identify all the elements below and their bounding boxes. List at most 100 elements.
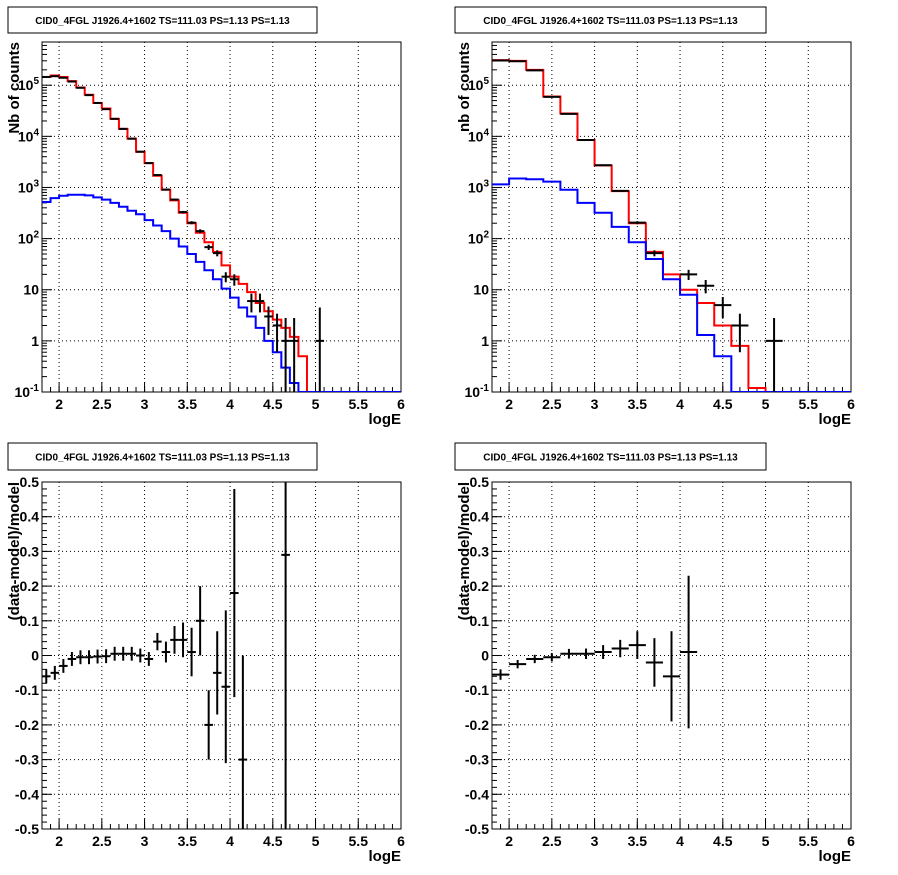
data-point — [264, 306, 273, 336]
data-point — [178, 622, 188, 658]
y-tick-label: 0.3 — [20, 543, 40, 559]
data-point — [144, 652, 154, 666]
panel-counts-all: CID0_4FGL J1926.4+1602 TS=111.03 PS=1.13… — [6, 6, 405, 428]
plot-area — [42, 74, 401, 392]
y-axis-title: (data-model)/model — [6, 482, 23, 620]
data-point — [101, 649, 111, 664]
data-point — [204, 244, 213, 250]
y-axis-title: (data-model)/model — [456, 482, 473, 620]
data-point — [110, 646, 119, 661]
data-point — [247, 293, 256, 313]
x-tick-label: 6 — [847, 396, 855, 412]
x-tick-label: 4 — [676, 833, 684, 849]
x-tick-label: 6 — [847, 833, 855, 849]
data-point — [560, 648, 578, 659]
data-point — [594, 164, 612, 167]
data-point — [187, 627, 196, 677]
y-axis-title: nb of counts — [456, 42, 473, 132]
y-tick-label: 0.5 — [20, 474, 40, 490]
x-axis-title: logE — [369, 411, 402, 428]
y-tick-label: -0.5 — [465, 821, 489, 837]
x-tick-label: 3 — [141, 833, 149, 849]
title-box — [454, 6, 767, 34]
data-point — [84, 650, 94, 665]
panel-title: CID0_4FGL J1926.4+1602 TS=111.03 PS=1.13… — [483, 453, 738, 464]
title-box — [7, 442, 318, 471]
panel-residuals-binned: CID0_4FGL J1926.4+1602 TS=111.03 PS=1.13… — [454, 442, 855, 865]
plot-area — [42, 482, 290, 829]
y-tick-label: 1 — [31, 333, 39, 349]
data-point — [577, 648, 595, 659]
data-point — [195, 586, 205, 656]
data-point — [221, 272, 231, 283]
data-point — [594, 645, 612, 659]
data-point — [187, 221, 196, 225]
data-point — [697, 280, 715, 294]
data-point — [144, 162, 154, 165]
y-tick-label: 103 — [18, 178, 40, 195]
x-tick-label: 4.5 — [713, 833, 733, 849]
data-point — [272, 313, 282, 353]
x-tick-label: 4.5 — [263, 833, 283, 849]
data-point — [680, 575, 698, 729]
y-tick-label: 1 — [481, 333, 489, 349]
x-tick-label: 3.5 — [628, 833, 648, 849]
data-point — [212, 250, 222, 257]
data-point — [289, 318, 299, 392]
data-point — [628, 631, 646, 659]
x-tick-label: 2.5 — [542, 396, 562, 412]
plot-frame — [491, 41, 852, 393]
x-tick-label: 5.5 — [349, 833, 369, 849]
x-tick-label: 5 — [312, 833, 320, 849]
data-point — [611, 189, 629, 192]
y-tick-label: 0.5 — [470, 474, 490, 490]
y-tick-label: -0.1 — [465, 682, 489, 698]
x-tick-label: 4 — [676, 396, 684, 412]
y-tick-label: 10-1 — [15, 383, 40, 400]
y-tick-label: 0.1 — [470, 613, 490, 629]
title-box — [454, 442, 767, 471]
panel-title: CID0_4FGL J1926.4+1602 TS=111.03 PS=1.13… — [483, 16, 738, 27]
data-point — [492, 669, 510, 680]
plot-area — [492, 59, 851, 392]
y-tick-label: -0.5 — [15, 821, 39, 837]
data-point — [161, 641, 171, 663]
data-point — [731, 313, 749, 353]
x-tick-label: 5.5 — [799, 833, 819, 849]
x-tick-label: 4 — [226, 396, 234, 412]
y-tick-label: -0.4 — [15, 786, 39, 802]
plot-frame — [41, 481, 402, 830]
x-tick-label: 3.5 — [178, 833, 198, 849]
data-point — [127, 646, 137, 661]
y-tick-label: 0.3 — [470, 543, 490, 559]
data-point — [153, 632, 162, 651]
data-point — [543, 653, 561, 662]
y-tick-label: 10 — [23, 282, 39, 298]
y-tick-label: -0.3 — [15, 752, 39, 768]
x-axis-title: logE — [819, 848, 852, 865]
x-tick-label: 3 — [591, 833, 599, 849]
panel-residuals-all: CID0_4FGL J1926.4+1602 TS=111.03 PS=1.13… — [6, 442, 405, 865]
y-tick-label: 0.1 — [20, 613, 40, 629]
x-tick-label: 2 — [55, 833, 63, 849]
x-axis-title: logE — [819, 411, 852, 428]
title-box — [7, 6, 318, 34]
x-tick-label: 2 — [505, 833, 513, 849]
data-point — [281, 318, 290, 392]
series-blue-histogram — [42, 193, 401, 392]
y-tick-label: 0.4 — [20, 509, 40, 525]
data-point — [281, 482, 290, 829]
data-point — [628, 221, 646, 225]
x-tick-label: 3.5 — [628, 396, 648, 412]
data-point — [178, 210, 188, 214]
data-point — [161, 188, 171, 191]
y-tick-label: -0.4 — [465, 786, 489, 802]
data-point — [93, 649, 102, 664]
data-point — [509, 660, 527, 669]
x-axis-title: logE — [369, 848, 402, 865]
y-axis-title: Nb of counts — [6, 42, 23, 134]
x-tick-label: 2 — [55, 396, 63, 412]
data-point — [645, 638, 663, 687]
data-point — [526, 654, 544, 664]
